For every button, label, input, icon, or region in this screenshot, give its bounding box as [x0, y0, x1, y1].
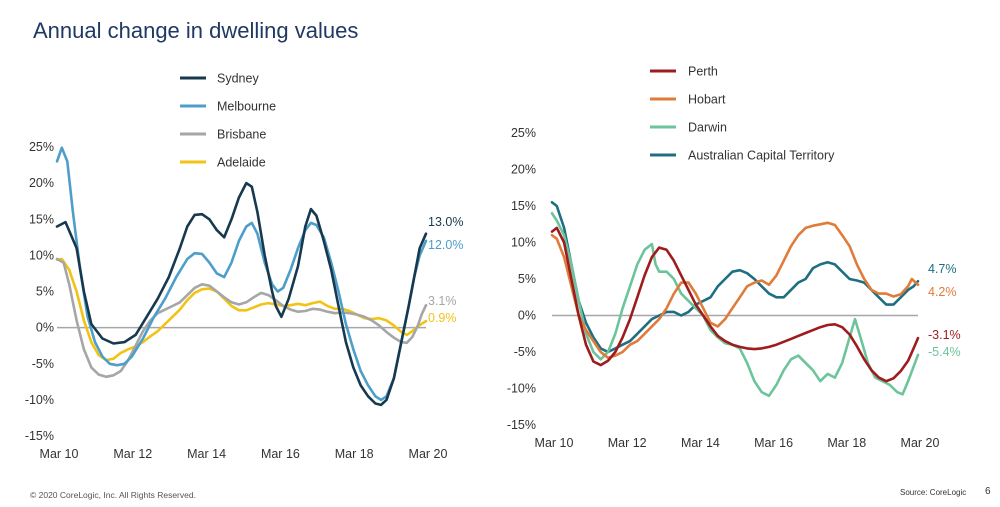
y-tick-label: 10%: [511, 236, 536, 250]
y-tick-label: 10%: [29, 248, 54, 262]
series-line-perth: [550, 226, 920, 383]
x-tick-label: Mar 18: [335, 447, 374, 461]
page-number: 6: [985, 486, 991, 497]
end-label-hobart: 4.2%: [928, 285, 957, 299]
y-tick-label: 20%: [29, 176, 54, 190]
x-tick-label: Mar 10: [40, 447, 79, 461]
y-tick-label: 0%: [518, 309, 536, 323]
y-tick-label: 20%: [511, 163, 536, 177]
x-tick-label: Mar 14: [187, 447, 226, 461]
legend-label-darwin: Darwin: [688, 121, 727, 135]
copyright-notice: © 2020 CoreLogic, Inc. All Rights Reserv…: [30, 490, 196, 500]
end-label-perth: -3.1%: [928, 328, 961, 342]
series-line-brisbane: [55, 257, 428, 379]
x-tick-label: Mar 18: [827, 436, 866, 450]
series-line-sydney: [55, 181, 428, 407]
legend-label-sydney: Sydney: [217, 72, 259, 86]
end-label-adelaide: 0.9%: [428, 311, 457, 325]
y-tick-label: 5%: [518, 272, 536, 286]
x-tick-label: Mar 20: [409, 447, 448, 461]
x-tick-label: Mar 16: [754, 436, 793, 450]
y-tick-label: -15%: [507, 418, 536, 432]
series-line-act: [550, 201, 920, 354]
x-tick-label: Mar 14: [681, 436, 720, 450]
legend-label-perth: Perth: [688, 65, 718, 79]
x-tick-label: Mar 20: [901, 436, 940, 450]
end-label-act: 4.7%: [928, 262, 957, 276]
x-tick-label: Mar 12: [113, 447, 152, 461]
y-tick-label: 15%: [29, 212, 54, 226]
end-label-brisbane: 3.1%: [428, 294, 457, 308]
y-tick-label: 25%: [29, 140, 54, 154]
y-tick-label: 0%: [36, 321, 54, 335]
end-label-darwin: -5.4%: [928, 345, 961, 359]
y-tick-label: -5%: [32, 357, 54, 371]
x-tick-label: Mar 12: [608, 436, 647, 450]
end-label-melbourne: 12.0%: [428, 238, 463, 252]
series-line-melbourne: [55, 146, 428, 402]
y-tick-label: 25%: [511, 126, 536, 140]
page-title: Annual change in dwelling values: [33, 18, 359, 43]
y-tick-label: -5%: [514, 345, 536, 359]
y-tick-label: -10%: [507, 382, 536, 396]
y-tick-label: 15%: [511, 199, 536, 213]
source-note: Source: CoreLogic: [900, 488, 967, 497]
series-line-adelaide: [55, 257, 428, 362]
legend-label-brisbane: Brisbane: [217, 128, 266, 142]
x-tick-label: Mar 10: [535, 436, 574, 450]
y-tick-label: -10%: [25, 393, 54, 407]
end-label-sydney: 13.0%: [428, 215, 463, 229]
legend-label-hobart: Hobart: [688, 93, 726, 107]
legend-label-melbourne: Melbourne: [217, 100, 276, 114]
y-tick-label: -15%: [25, 429, 54, 443]
legend-label-adelaide: Adelaide: [217, 156, 266, 170]
legend-label-act: Australian Capital Territory: [688, 149, 835, 163]
series-line-hobart: [550, 221, 920, 360]
x-tick-label: Mar 16: [261, 447, 300, 461]
y-tick-label: 5%: [36, 285, 54, 299]
